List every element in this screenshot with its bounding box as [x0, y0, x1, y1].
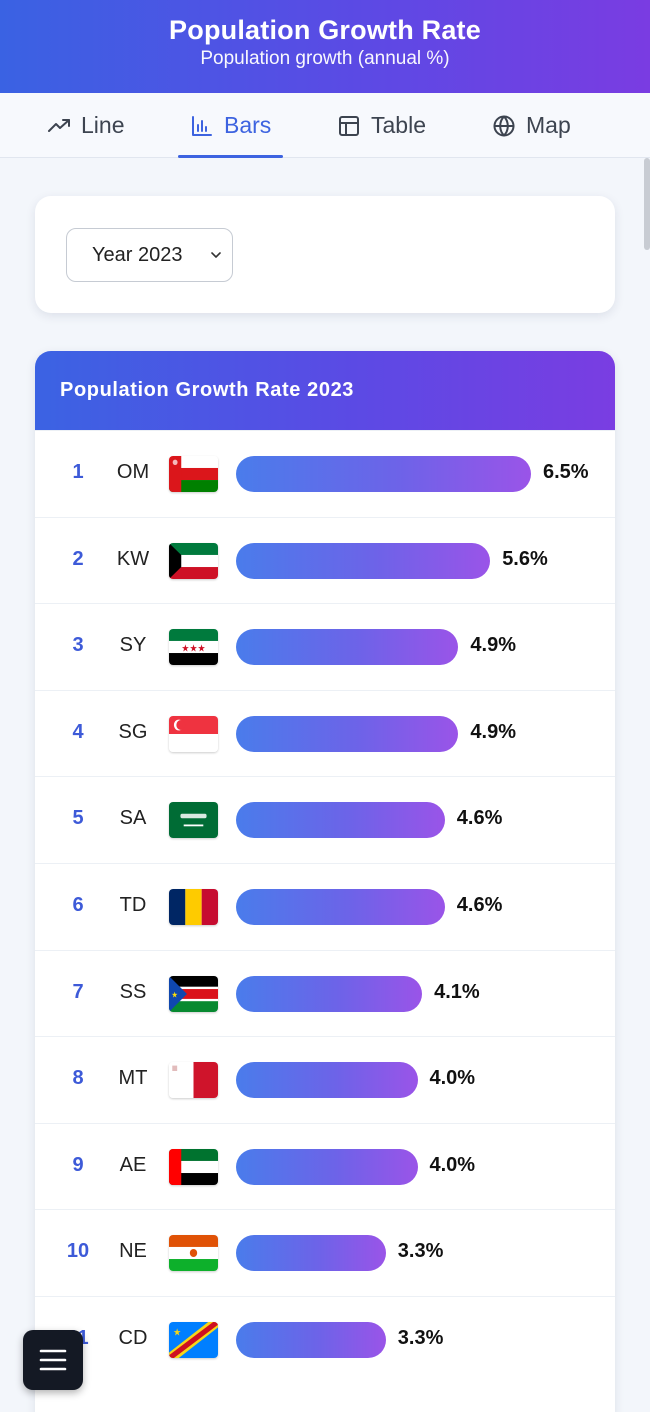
- country-code: AE: [119, 1153, 147, 1176]
- tab-line-label: Line: [81, 112, 125, 138]
- value-label: 3.3%: [397, 1240, 444, 1263]
- country-code: SA: [119, 807, 147, 830]
- ranking-row: 1 OM 6.5%: [35, 430, 615, 516]
- rank-number: 2: [72, 547, 84, 570]
- ranking-row: 2 KW 5.6%: [35, 516, 615, 603]
- rank-number: 3: [72, 634, 84, 657]
- country-flag-icon: [169, 456, 218, 492]
- chevron-down-icon: [211, 252, 221, 258]
- ranking-card: Population Growth Rate 2023 1 OM 6.5% 2 KW 5.…: [35, 351, 615, 1412]
- country-flag-icon: [169, 1148, 218, 1185]
- ranking-row: 4 SG 4.9%: [35, 689, 615, 776]
- year-select[interactable]: Year 2023: [66, 228, 233, 282]
- country-flag-icon: [169, 802, 218, 839]
- rank-number: 9: [72, 1153, 84, 1176]
- page-scrollbar[interactable]: [644, 158, 650, 250]
- country-flag-icon: ★★★: [169, 629, 218, 666]
- country-flag-icon: [169, 889, 218, 925]
- country-flag-icon: [169, 715, 218, 752]
- ranking-row: 6 TD 4.6%: [35, 863, 615, 949]
- value-label: 4.9%: [470, 634, 516, 657]
- value-bar: [236, 1235, 386, 1272]
- country-flag-icon: [169, 1235, 218, 1272]
- value-bar: [236, 1148, 418, 1185]
- value-bar: [236, 715, 459, 752]
- tab-map[interactable]: Map: [492, 93, 571, 158]
- rank-number: 4: [72, 720, 84, 743]
- tab-table-label: Table: [371, 112, 426, 138]
- ranking-title: Population Growth Rate 2023: [35, 351, 615, 430]
- value-bar: [236, 975, 423, 1012]
- ranking-row: 8 MT 4.0%: [35, 1036, 615, 1123]
- value-label: 4.6%: [456, 807, 503, 830]
- rank-number: 5: [72, 807, 84, 830]
- value-label: 6.5%: [543, 461, 589, 483]
- ranking-row: 5 SA 4.6%: [35, 776, 615, 863]
- country-code: SY: [119, 634, 147, 657]
- country-code: KW: [116, 547, 150, 570]
- value-bar: [236, 889, 445, 925]
- bar-chart-icon: [192, 115, 212, 136]
- country-code: CD: [118, 1327, 148, 1349]
- value-bar: [236, 802, 445, 839]
- tab-bars-label: Bars: [224, 112, 272, 138]
- rank-number: 8: [72, 1067, 84, 1090]
- value-bar: [236, 1062, 418, 1099]
- country-code: SS: [119, 980, 147, 1003]
- country-code: OM: [116, 461, 150, 483]
- value-bar: [236, 456, 531, 492]
- tab-table[interactable]: Table: [337, 93, 426, 158]
- ranking-row: 3 SY ★★★ 4.9%: [35, 603, 615, 690]
- ranking-row: 11CD★3.3%: [35, 1296, 615, 1382]
- rank-number: 7: [72, 980, 84, 1003]
- country-flag-icon: ★: [169, 1322, 218, 1358]
- svg-text:★★★: ★★★: [181, 643, 205, 655]
- country-code: TD: [119, 894, 147, 916]
- app-header: Population Growth Rate Population growth…: [0, 0, 650, 93]
- globe-icon: [493, 115, 515, 136]
- hamburger-menu-icon: [39, 1349, 67, 1371]
- page-title: Population Growth Rate: [169, 15, 481, 45]
- page-subtitle: Population growth (annual %): [200, 48, 450, 69]
- rank-number: 6: [72, 894, 84, 916]
- value-label: 4.6%: [456, 894, 503, 916]
- value-label: 3.3%: [397, 1327, 444, 1349]
- menu-button[interactable]: [23, 1330, 83, 1390]
- value-label: 4.0%: [429, 1153, 476, 1176]
- value-bar: [236, 542, 491, 579]
- value-label: 4.1%: [434, 980, 480, 1003]
- ranking-row: 9 AE 4.0%: [35, 1122, 615, 1209]
- tab-bars[interactable]: Bars: [177, 93, 284, 158]
- value-label: 4.0%: [429, 1067, 476, 1090]
- svg-text:★: ★: [173, 1327, 181, 1339]
- tab-line[interactable]: Line: [47, 93, 124, 158]
- country-flag-icon: [169, 542, 218, 579]
- svg-text:★: ★: [171, 990, 178, 999]
- country-flag-icon: ★: [169, 975, 218, 1012]
- rank-number: 10: [66, 1240, 90, 1263]
- value-label: 4.9%: [470, 720, 516, 743]
- rank-number: 1: [72, 461, 84, 483]
- filter-card: Year 2023: [35, 196, 615, 313]
- value-bar: [236, 1322, 386, 1358]
- table-icon: [339, 115, 359, 136]
- trend-line-icon: [48, 118, 70, 132]
- country-code: MT: [118, 1067, 148, 1090]
- value-label: 5.6%: [502, 547, 548, 570]
- country-flag-icon: [169, 1062, 218, 1099]
- year-select-value: Year 2023: [92, 243, 183, 266]
- ranking-row: 10 NE 3.3%: [35, 1209, 615, 1296]
- view-tabs: Line Bars Table Map: [0, 93, 650, 158]
- value-bar: [236, 629, 459, 666]
- tab-map-label: Map: [526, 112, 571, 138]
- country-code: NE: [119, 1240, 147, 1263]
- country-code: SG: [118, 720, 148, 743]
- ranking-row: 7 SS ★ 4.1%: [35, 949, 615, 1036]
